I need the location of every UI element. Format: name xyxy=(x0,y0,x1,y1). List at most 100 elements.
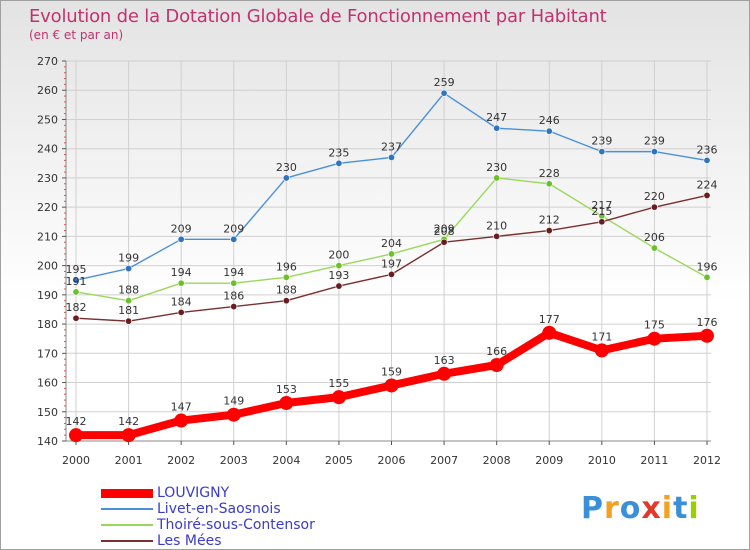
data-point xyxy=(282,174,290,182)
legend-swatch xyxy=(101,488,153,498)
data-point xyxy=(700,328,714,343)
legend-label: Livet-en-Saosnois xyxy=(157,501,281,517)
data-label: 196 xyxy=(697,260,718,273)
data-point xyxy=(650,244,658,252)
y-tick-label: 270 xyxy=(37,55,58,68)
logo-letter: i xyxy=(688,491,700,526)
data-label: 181 xyxy=(118,304,139,317)
data-label: 206 xyxy=(644,231,665,244)
y-tick-label: 230 xyxy=(37,172,58,185)
data-point xyxy=(440,238,448,246)
logo-letter: o xyxy=(619,491,642,526)
y-tick-label: 170 xyxy=(37,347,58,360)
x-tick-label: 2005 xyxy=(325,454,353,467)
data-point xyxy=(282,297,290,305)
data-label: 194 xyxy=(223,266,244,279)
data-point xyxy=(545,227,553,235)
x-tick-label: 2006 xyxy=(378,454,406,467)
data-point xyxy=(230,279,238,287)
chart-title: Evolution de la Dotation Globale de Fonc… xyxy=(29,6,607,27)
data-point xyxy=(387,270,395,278)
y-tick-label: 200 xyxy=(37,260,58,273)
data-point xyxy=(650,148,658,156)
data-point xyxy=(174,413,189,428)
data-label: 142 xyxy=(118,415,139,428)
data-label: 237 xyxy=(381,140,402,153)
data-label: 228 xyxy=(539,167,560,180)
data-point xyxy=(335,282,343,290)
logo-letter: r xyxy=(604,491,620,526)
data-label: 217 xyxy=(591,199,612,212)
data-label: 230 xyxy=(276,161,297,174)
proxiti-logo: Proxiti xyxy=(581,491,700,526)
data-label: 188 xyxy=(118,284,139,297)
data-point xyxy=(437,366,452,381)
x-tick-label: 2010 xyxy=(588,454,616,467)
data-point xyxy=(598,218,606,226)
data-label: 153 xyxy=(276,383,297,396)
data-label: 176 xyxy=(697,316,718,329)
data-label: 259 xyxy=(434,76,455,89)
data-label: 199 xyxy=(118,252,139,265)
data-point xyxy=(125,317,133,325)
y-tick-label: 240 xyxy=(37,143,58,156)
data-point xyxy=(703,273,711,281)
data-label: 186 xyxy=(223,290,244,303)
data-label: 147 xyxy=(171,401,192,414)
data-point xyxy=(493,232,501,240)
data-point xyxy=(647,331,662,346)
data-label: 247 xyxy=(486,111,507,124)
data-point xyxy=(598,148,606,156)
logo-letter: t xyxy=(673,491,689,526)
data-point xyxy=(331,390,346,405)
x-tick-label: 2008 xyxy=(483,454,511,467)
data-point xyxy=(282,273,290,281)
data-point xyxy=(125,297,133,305)
data-label: 149 xyxy=(223,395,244,408)
x-tick-label: 2012 xyxy=(693,454,721,467)
data-point xyxy=(177,235,185,243)
data-label: 163 xyxy=(434,354,455,367)
y-tick-label: 160 xyxy=(37,377,58,390)
data-label: 239 xyxy=(644,135,665,148)
data-point xyxy=(489,358,504,372)
data-label: 200 xyxy=(328,249,349,262)
data-label: 197 xyxy=(381,257,402,270)
y-tick-label: 210 xyxy=(37,230,58,243)
data-label: 239 xyxy=(591,135,612,148)
legend-swatch xyxy=(101,540,153,542)
y-tick-label: 220 xyxy=(37,201,58,214)
data-label: 171 xyxy=(591,330,612,343)
y-tick-label: 190 xyxy=(37,289,58,302)
data-label: 182 xyxy=(66,301,87,314)
y-tick-label: 250 xyxy=(37,113,58,126)
data-label: 184 xyxy=(171,295,192,308)
legend-swatch xyxy=(101,508,153,510)
y-tick-label: 140 xyxy=(37,435,58,448)
data-label: 220 xyxy=(644,190,665,203)
logo-letter: x xyxy=(641,491,662,526)
y-tick-label: 150 xyxy=(37,406,58,419)
data-label: 142 xyxy=(66,415,87,428)
data-label: 195 xyxy=(66,263,87,276)
data-point xyxy=(125,265,133,273)
data-point xyxy=(650,203,658,211)
x-tick-label: 2003 xyxy=(220,454,248,467)
logo-letter: i xyxy=(661,491,674,526)
data-point xyxy=(493,124,501,132)
data-point xyxy=(545,180,553,188)
data-label: 159 xyxy=(381,365,402,378)
data-label: 193 xyxy=(328,269,349,282)
data-label: 209 xyxy=(223,222,244,235)
x-tick-label: 2009 xyxy=(535,454,563,467)
data-point xyxy=(545,127,553,135)
x-tick-label: 2002 xyxy=(167,454,195,467)
data-label: 230 xyxy=(486,161,507,174)
data-label: 208 xyxy=(434,225,455,238)
data-point xyxy=(226,407,241,422)
y-tick-label: 180 xyxy=(37,318,58,331)
data-label: 188 xyxy=(276,284,297,297)
x-tick-label: 2007 xyxy=(430,454,458,467)
data-point xyxy=(542,325,557,340)
